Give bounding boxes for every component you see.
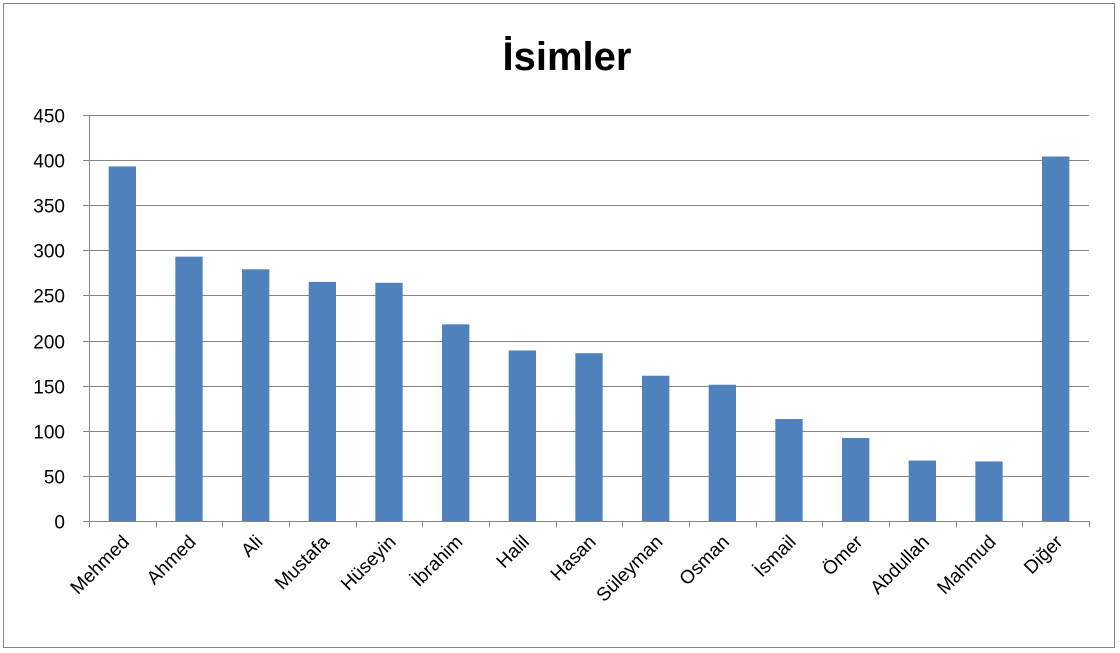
x-tick-label: Süleyman xyxy=(593,532,668,607)
y-tick-label: 250 xyxy=(33,287,65,308)
bar-halil xyxy=(508,350,536,521)
x-tick-label: Halil xyxy=(493,532,534,573)
bar-osman xyxy=(708,384,736,521)
bar-ömer xyxy=(842,438,870,521)
y-tick-label: 100 xyxy=(33,423,65,444)
y-tick-label: 400 xyxy=(33,152,65,173)
y-tick-label: 0 xyxy=(54,513,65,534)
bars xyxy=(108,156,1070,521)
bar-mahmud xyxy=(975,461,1003,521)
chart-title: İsimler xyxy=(503,35,632,79)
y-tick-label: 50 xyxy=(44,468,65,489)
chart: İsimler 0 50 100 150 200 250 300 350 400 450 Mehm… xyxy=(33,35,1090,606)
x-tick-label: Hasan xyxy=(547,532,601,586)
x-tick-label: İbrahim xyxy=(408,532,468,592)
axes xyxy=(83,115,1090,527)
x-tick-labels: Mehmed Ahmed Ali Mustafa Hüseyin İbrahim Halil… xyxy=(67,531,1068,606)
y-tick-label: 150 xyxy=(33,378,65,399)
bar-i̇smail xyxy=(775,419,803,521)
chart-frame: İsimler 0 50 100 150 200 250 300 350 400 450 Mehm… xyxy=(3,3,1115,648)
bar-süleyman xyxy=(642,375,670,521)
bar-i̇brahim xyxy=(442,324,470,521)
bar-abdullah xyxy=(908,460,936,521)
bar-ahmed xyxy=(175,256,203,521)
y-tick-label: 450 xyxy=(33,107,65,128)
x-tick-label: Mahmud xyxy=(933,532,1000,599)
x-tick-label: Osman xyxy=(676,532,734,590)
x-tick-label: İsmail xyxy=(751,532,801,582)
y-tick-labels: 0 50 100 150 200 250 300 350 400 450 xyxy=(33,107,65,534)
x-tick-label: Ömer xyxy=(819,531,868,580)
x-tick-label: Hüseyin xyxy=(337,532,400,595)
x-tick-label: Diğer xyxy=(1020,531,1067,578)
bar-mustafa xyxy=(308,281,336,521)
y-tick-label: 200 xyxy=(33,333,65,354)
x-tick-label: Mehmed xyxy=(67,532,134,599)
x-tick-label: Abdullah xyxy=(867,532,934,599)
x-tick-label: Mustafa xyxy=(271,531,334,594)
bar-ali xyxy=(242,269,270,521)
y-tick-label: 350 xyxy=(33,197,65,218)
bar-hasan xyxy=(575,353,603,521)
x-tick-label: Ahmed xyxy=(143,532,200,589)
bar-mehmed xyxy=(108,166,136,521)
x-tick-label: Ali xyxy=(237,532,267,562)
y-tick-label: 300 xyxy=(33,242,65,263)
bar-diğer xyxy=(1042,156,1070,521)
bar-hüseyin xyxy=(375,282,403,521)
